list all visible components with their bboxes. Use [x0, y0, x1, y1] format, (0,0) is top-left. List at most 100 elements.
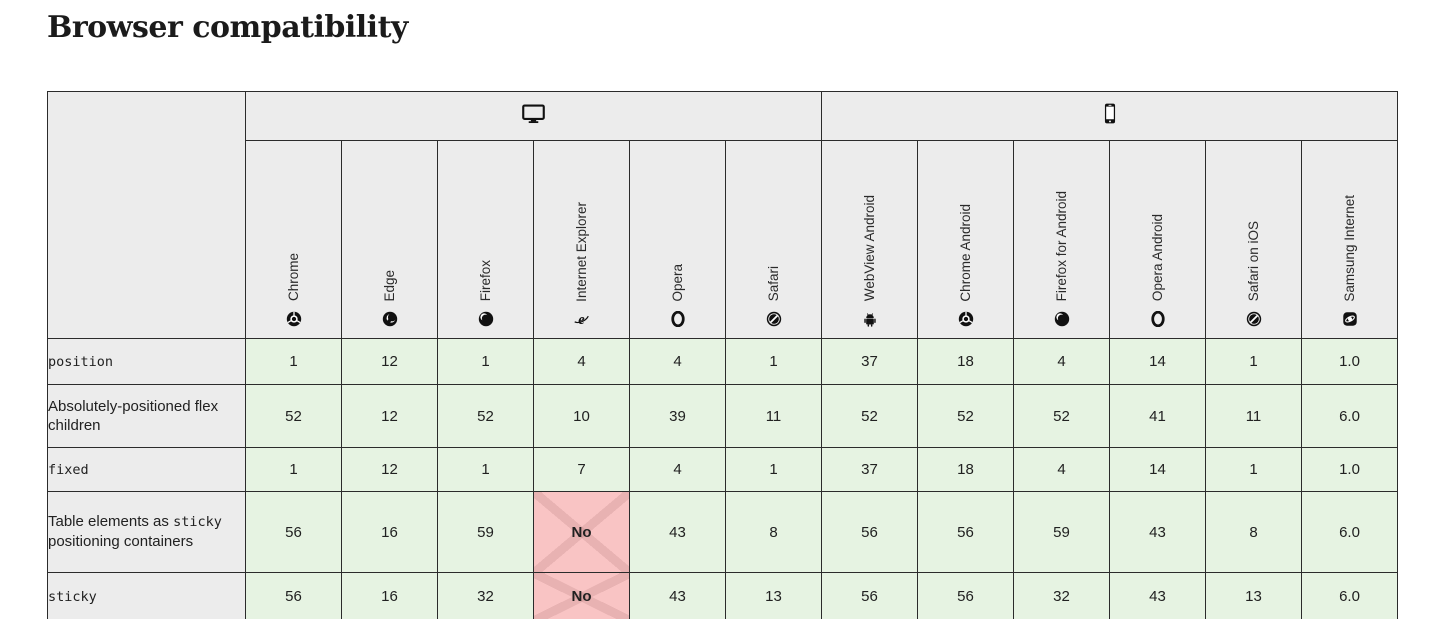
support-cell[interactable]: 4 — [533, 338, 630, 385]
support-cell[interactable]: 32 — [437, 572, 534, 619]
support-cell[interactable]: 56 — [821, 572, 918, 619]
safari-icon — [766, 311, 782, 327]
browser-header: Samsung Internet — [1300, 140, 1398, 339]
support-cell[interactable]: 12 — [341, 384, 438, 448]
support-cell[interactable]: 56 — [917, 491, 1014, 573]
support-cell[interactable]: 13 — [1205, 572, 1302, 619]
support-cell[interactable]: 14 — [1109, 447, 1206, 492]
support-cell[interactable]: 18 — [917, 338, 1014, 385]
browser-name: Safari on iOS — [1245, 221, 1261, 302]
support-cell[interactable]: 59 — [437, 491, 534, 573]
desktop-icon — [522, 103, 545, 124]
feature-label: Absolutely-positioned flex children — [47, 384, 246, 448]
browser-name: Chrome Android — [957, 203, 973, 302]
table-row: fixed 1 12 1 7 4 1 37 18 4 14 1 1.0 — [47, 447, 1398, 492]
support-cell[interactable]: No — [533, 572, 630, 619]
support-cell[interactable]: 1 — [245, 338, 342, 385]
support-cell[interactable]: 1 — [725, 338, 822, 385]
platform-header-desktop — [245, 91, 822, 141]
support-cell[interactable]: 43 — [1109, 572, 1206, 619]
support-cell[interactable]: 16 — [341, 572, 438, 619]
support-cell[interactable]: 6.0 — [1300, 384, 1398, 448]
browser-header: Firefox — [437, 140, 534, 339]
feature-label-code: sticky — [48, 588, 97, 605]
opera-icon — [670, 310, 686, 327]
support-cell[interactable]: 41 — [1109, 384, 1206, 448]
support-cell[interactable]: 37 — [821, 338, 918, 385]
support-cell[interactable]: 11 — [1205, 384, 1302, 448]
support-cell[interactable]: 12 — [341, 338, 438, 385]
support-cell[interactable]: 4 — [629, 338, 726, 385]
support-cell[interactable]: 1.0 — [1300, 338, 1398, 385]
browser-name: Internet Explorer — [573, 201, 589, 302]
table-body: position 1 12 1 4 4 1 37 18 4 14 1 1.0 Absolutely-pos… — [47, 338, 1398, 619]
support-cell[interactable]: 1 — [245, 447, 342, 492]
browser-header: Safari on iOS — [1205, 140, 1302, 339]
support-cell[interactable]: 52 — [437, 384, 534, 448]
support-cell[interactable]: 43 — [629, 491, 726, 573]
support-cell[interactable]: 52 — [917, 384, 1014, 448]
support-cell[interactable]: 56 — [245, 572, 342, 619]
support-cell[interactable]: 8 — [1205, 491, 1302, 573]
support-cell[interactable]: 37 — [821, 447, 918, 492]
feature-label: position — [47, 338, 246, 385]
support-cell[interactable]: 4 — [1013, 447, 1110, 492]
support-cell[interactable]: 1 — [437, 338, 534, 385]
chrome-icon — [286, 311, 302, 327]
support-cell[interactable]: 4 — [1013, 338, 1110, 385]
browser-header: Internet Explorer e — [533, 140, 630, 339]
support-cell[interactable]: 1 — [1205, 447, 1302, 492]
support-cell[interactable]: 56 — [245, 491, 342, 573]
support-cell[interactable]: 56 — [821, 491, 918, 573]
svg-text:e: e — [578, 311, 585, 326]
support-cell[interactable]: 13 — [725, 572, 822, 619]
browser-name: WebView Android — [861, 195, 877, 302]
browser-header: Opera — [629, 140, 726, 339]
support-cell[interactable]: 1 — [437, 447, 534, 492]
feature-label: fixed — [47, 447, 246, 492]
support-cell[interactable]: 18 — [917, 447, 1014, 492]
support-cell[interactable]: 8 — [725, 491, 822, 573]
edge-icon — [382, 311, 398, 327]
support-cell[interactable]: 11 — [725, 384, 822, 448]
table-row: position 1 12 1 4 4 1 37 18 4 14 1 1.0 — [47, 338, 1398, 385]
table-row: sticky 56 16 32 No 43 13 56 56 32 43 13 6.0 — [47, 572, 1398, 619]
support-cell[interactable]: 1 — [1205, 338, 1302, 385]
firefox-android-icon — [1054, 311, 1070, 327]
support-cell[interactable]: 16 — [341, 491, 438, 573]
support-cell[interactable]: 52 — [245, 384, 342, 448]
feature-label-text: Absolutely-positioned flex children — [48, 397, 219, 435]
support-cell[interactable]: 1.0 — [1300, 447, 1398, 492]
samsung-internet-icon — [1342, 311, 1358, 327]
support-cell[interactable]: 32 — [1013, 572, 1110, 619]
browser-header: Chrome — [245, 140, 342, 339]
support-cell[interactable]: 43 — [629, 572, 726, 619]
support-cell[interactable]: 12 — [341, 447, 438, 492]
support-cell[interactable]: 7 — [533, 447, 630, 492]
browser-header: Chrome Android — [917, 140, 1014, 339]
support-cell[interactable]: 52 — [1013, 384, 1110, 448]
support-cell[interactable]: 10 — [533, 384, 630, 448]
support-cell[interactable]: 59 — [1013, 491, 1110, 573]
support-cell[interactable]: 52 — [821, 384, 918, 448]
support-cell[interactable]: 1 — [725, 447, 822, 492]
support-cell[interactable]: 6.0 — [1300, 572, 1398, 619]
mobile-icon — [1104, 103, 1116, 124]
browser-name: Chrome — [285, 253, 301, 302]
chrome-android-icon — [958, 311, 974, 327]
webview-android-icon — [862, 311, 878, 327]
support-cell[interactable]: 4 — [629, 447, 726, 492]
table-row: Table elements as sticky positioning con… — [47, 491, 1398, 573]
support-cell[interactable]: 39 — [629, 384, 726, 448]
support-cell[interactable]: 14 — [1109, 338, 1206, 385]
browser-name: Samsung Internet — [1341, 194, 1357, 302]
browser-name: Opera Android — [1149, 214, 1165, 302]
platform-header-mobile — [820, 91, 1398, 141]
compat-table-wrap: Chrome Edge Firefox Internet Explorer e Opera… — [47, 91, 1398, 619]
firefox-icon — [478, 311, 494, 327]
support-cell[interactable]: 43 — [1109, 491, 1206, 573]
support-cell[interactable]: 56 — [917, 572, 1014, 619]
support-cell[interactable]: No — [533, 491, 630, 573]
support-cell[interactable]: 6.0 — [1300, 491, 1398, 573]
feature-label-text: positioning containers — [48, 533, 194, 551]
